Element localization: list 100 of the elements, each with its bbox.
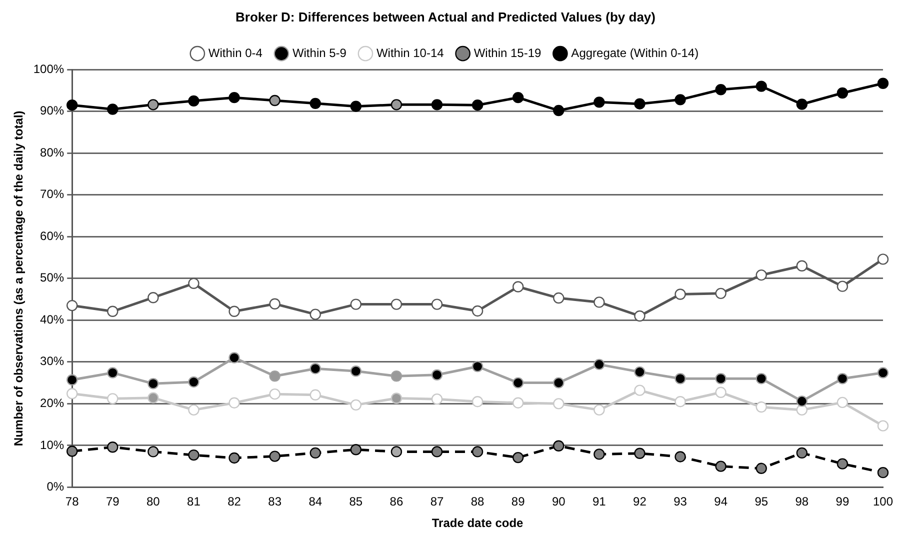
x-tick-label: 89 — [511, 494, 526, 509]
y-tick-label: 90% — [40, 104, 64, 118]
point — [796, 260, 808, 272]
point — [310, 447, 321, 459]
point — [431, 446, 443, 458]
point — [431, 369, 443, 380]
point — [594, 404, 605, 416]
point — [228, 352, 240, 364]
x-tick-label: 81 — [187, 494, 201, 509]
chart-title: Broker D: Differences between Actual and Predicted Values (by day) — [236, 9, 656, 24]
legend-label: Within 5-9 — [292, 46, 347, 60]
point — [715, 460, 726, 472]
point — [877, 254, 889, 265]
x-tick-label: 87 — [430, 494, 444, 509]
point — [836, 87, 848, 99]
point — [269, 370, 280, 382]
point — [188, 376, 200, 388]
x-tick-label: 80 — [146, 494, 160, 509]
point — [553, 377, 564, 388]
point — [756, 80, 767, 92]
point — [796, 396, 808, 407]
point — [188, 449, 200, 461]
point — [715, 84, 726, 96]
legend-label: Aggregate (Within 0-14) — [571, 46, 699, 60]
point — [350, 399, 362, 411]
point — [674, 288, 686, 300]
x-tick-label: 79 — [106, 494, 120, 509]
point — [715, 288, 726, 300]
x-tick-label: 86 — [390, 494, 404, 509]
point — [674, 94, 686, 106]
legend-label: Within 10-14 — [376, 46, 444, 60]
point — [594, 296, 605, 308]
point — [390, 370, 402, 382]
point — [188, 404, 200, 416]
point — [836, 373, 848, 384]
point — [269, 298, 280, 310]
x-tick-label: 88 — [470, 494, 485, 509]
point — [66, 388, 78, 400]
point — [350, 366, 362, 377]
point — [390, 392, 402, 404]
x-tick-label: 100 — [872, 494, 894, 509]
point — [715, 373, 726, 384]
point — [594, 448, 605, 460]
point — [310, 98, 321, 110]
point — [877, 78, 889, 89]
point — [228, 306, 240, 317]
point — [66, 446, 78, 457]
point — [512, 452, 524, 464]
point — [634, 366, 646, 378]
point — [228, 92, 240, 104]
point — [350, 444, 362, 456]
y-tick-label: 80% — [40, 145, 64, 160]
x-tick-label: 93 — [674, 494, 688, 509]
point — [188, 95, 200, 107]
point — [634, 384, 646, 396]
point — [107, 306, 118, 317]
point — [756, 269, 767, 281]
point — [66, 300, 78, 312]
point — [674, 451, 686, 462]
point — [148, 99, 159, 110]
point — [107, 104, 118, 115]
x-tick-label: 94 — [714, 494, 728, 509]
legend-label: Within 0-4 — [208, 46, 263, 60]
point — [310, 363, 321, 374]
point — [674, 396, 686, 408]
point — [390, 298, 402, 310]
x-tick-label: 91 — [592, 494, 606, 509]
point — [756, 373, 767, 384]
point — [836, 396, 848, 408]
y-tick-label: 20% — [40, 396, 64, 410]
x-tick-label: 90 — [552, 494, 566, 509]
point — [228, 452, 240, 464]
point — [390, 446, 402, 458]
point — [634, 98, 646, 110]
point — [715, 386, 726, 398]
point — [836, 280, 848, 292]
point — [107, 393, 118, 404]
point — [553, 440, 564, 452]
point — [877, 367, 889, 378]
point — [269, 388, 280, 400]
point — [472, 99, 484, 111]
point — [512, 397, 524, 408]
point — [796, 98, 808, 110]
point — [148, 378, 159, 390]
point — [553, 292, 564, 304]
point — [634, 448, 646, 459]
point — [472, 446, 484, 458]
point — [512, 92, 524, 104]
point — [148, 292, 159, 304]
x-tick-label: 82 — [228, 494, 242, 509]
point — [310, 308, 321, 320]
point — [756, 401, 767, 413]
x-tick-label: 99 — [836, 494, 850, 509]
point — [796, 447, 808, 459]
x-tick-label: 92 — [633, 494, 647, 509]
point — [877, 466, 889, 478]
x-tick-label: 98 — [795, 494, 809, 509]
point — [431, 298, 443, 310]
point — [431, 393, 443, 405]
y-tick-label: 40% — [40, 312, 64, 326]
